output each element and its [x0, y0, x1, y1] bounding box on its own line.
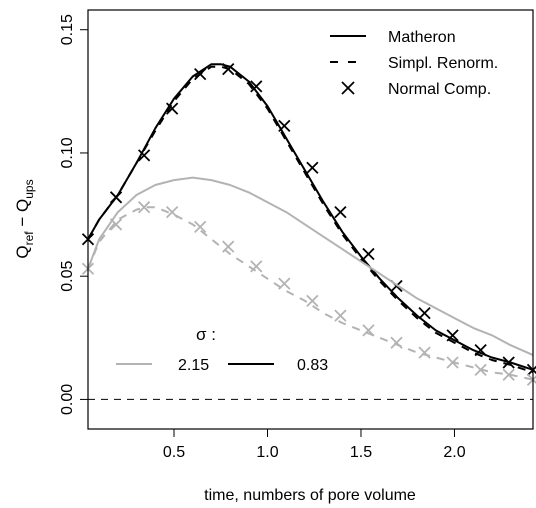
- series-normal-comp-2-15-point-7: [278, 277, 291, 290]
- x-tick-label-0: 0.5: [163, 444, 185, 461]
- x-axis: 0.5 1.0 1.5 2.0: [163, 429, 466, 461]
- series-normal-comp-0-83-point-4: [194, 67, 207, 81]
- series-normal-comp-2-15-point-7-stroke-b: [278, 277, 291, 290]
- series-normal-comp-2-15-point-6: [250, 260, 263, 273]
- series-normal-comp-2-15-point-10: [362, 324, 375, 337]
- legend-normal-comp-label: Normal Comp.: [388, 81, 491, 98]
- series-normal-comp-0-83-point-4-stroke-b: [194, 67, 207, 81]
- series-normal-comp-0-83-point-12-stroke-b: [418, 307, 431, 320]
- series-normal-comp-0-83-point-7-stroke-b: [278, 119, 291, 132]
- series-normal-comp-0-83-point-5: [222, 63, 235, 76]
- series-normal-comp-2-15-point-6-stroke-b: [250, 260, 263, 273]
- method-legend: Matheron Simpl. Renorm. Normal Comp.: [330, 29, 498, 98]
- y-tick-label-0: 0.00: [59, 384, 76, 415]
- series-normal-comp-2-15-point-4: [194, 220, 207, 234]
- series-normal-comp-2-15-point-8: [306, 294, 319, 307]
- sigma-legend-label-2-15: 2.15: [178, 357, 209, 374]
- x-tick-label-3: 2.0: [443, 444, 465, 461]
- series-normal-comp-0-83-point-15-stroke-b: [502, 356, 515, 369]
- series-matheron-0-83-line: [87, 63, 534, 371]
- series-normal-comp-0-83-point-10: [362, 247, 375, 261]
- series-normal-comp-2-15-point-2-stroke-b: [137, 201, 151, 214]
- series-normal-comp-2-15-point-5: [222, 240, 235, 253]
- y-axis: 0.00 0.05 0.10 0.15: [59, 14, 88, 415]
- y-tick-label-3: 0.15: [59, 14, 76, 45]
- series-matheron-2-15-line: [87, 176, 534, 357]
- series-normal-comp-2-15-point-13: [446, 356, 459, 369]
- x-tick-label-1: 1.0: [256, 444, 278, 461]
- series-normal-comp-0-83-point-9: [334, 205, 347, 219]
- series-normal-comp-0-83-point-12: [418, 307, 431, 320]
- series-normal-comp-2-15-point-12-stroke-b: [418, 346, 431, 359]
- series-normal-comp-2-15-point-14-stroke-b: [474, 363, 487, 376]
- series-simpl-renorm-0-83-line: [87, 65, 534, 374]
- series-normal-comp-2-15-point-8-stroke-b: [306, 294, 319, 307]
- series-normal-comp-0-83-point-3-stroke-b: [166, 102, 179, 115]
- series-layer: [81, 63, 536, 386]
- series-normal-comp-2-15-point-12: [418, 346, 431, 359]
- series-normal-comp-0-83-point-11-stroke-b: [390, 279, 403, 293]
- series-normal-comp-0-83-point-15: [502, 356, 515, 369]
- series-normal-comp-0-83-point-14: [474, 343, 487, 357]
- series-normal-comp-2-15-point-11-stroke-b: [390, 336, 403, 349]
- y-tick-label-2: 0.10: [59, 137, 76, 168]
- series-normal-comp-2-15-point-9-stroke-b: [334, 309, 347, 322]
- series-normal-comp-2-15-point-5-stroke-b: [222, 240, 235, 253]
- series-normal-comp-0-83-point-8: [306, 161, 319, 174]
- series-normal-comp-0-83-point-7: [278, 119, 291, 132]
- sigma-legend-title: σ :: [196, 325, 216, 344]
- legend-matheron-label: Matheron: [388, 29, 456, 46]
- series-normal-comp-0-83-point-10-stroke-b: [362, 247, 375, 261]
- series-normal-comp-0-83-point-6: [250, 80, 263, 93]
- series-normal-comp-2-15-point-13-stroke-b: [446, 356, 459, 369]
- plot-frame: [87, 9, 534, 430]
- sigma-legend: σ : 2.15 0.83: [116, 325, 328, 374]
- series-normal-comp-0-83-point-2: [137, 149, 151, 162]
- series-normal-comp-0-83-point-14-stroke-b: [474, 343, 487, 357]
- y-axis-label: Qref − Qups: [13, 179, 36, 258]
- series-normal-comp-2-15-point-3: [166, 205, 179, 219]
- series-normal-comp-2-15-point-4-stroke-b: [194, 220, 207, 234]
- sigma-legend-label-0-83: 0.83: [297, 357, 328, 374]
- series-normal-comp-0-83-point-1: [109, 191, 123, 204]
- series-normal-comp-0-83-point-1-stroke-b: [109, 191, 123, 204]
- series-normal-comp-0-83-point-5-stroke-b: [222, 63, 235, 76]
- x-tick-label-2: 1.5: [350, 444, 372, 461]
- series-normal-comp-0-83: [81, 63, 536, 376]
- series-normal-comp-2-15-point-2: [137, 201, 151, 214]
- series-normal-comp-0-83-point-3: [166, 102, 179, 115]
- legend-normal-comp-swatch: [341, 81, 355, 95]
- series-normal-comp-2-15-point-9: [334, 309, 347, 322]
- series-normal-comp-2-15-point-1: [109, 218, 123, 231]
- series-normal-comp-2-15-point-1-stroke-b: [109, 218, 123, 231]
- y-tick-label-1: 0.05: [59, 261, 76, 292]
- series-normal-comp-0-83-point-2-stroke-b: [137, 149, 151, 162]
- series-normal-comp-2-15-point-15-stroke-b: [502, 368, 515, 381]
- series-normal-comp-2-15-point-10-stroke-b: [362, 324, 375, 337]
- series-normal-comp-2-15-point-15: [502, 368, 515, 381]
- x-axis-label: time, numbers of pore volume: [204, 487, 416, 504]
- series-normal-comp-2-15-point-3-stroke-b: [166, 205, 179, 219]
- series-normal-comp-2-15-point-14: [474, 363, 487, 376]
- series-normal-comp-0-83-point-6-stroke-b: [250, 80, 263, 93]
- series-simpl-renorm-2-15-line: [87, 206, 534, 381]
- series-normal-comp-0-83-point-13-stroke-b: [446, 329, 459, 342]
- series-normal-comp-0-83-point-8-stroke-b: [306, 161, 319, 174]
- legend-simpl-renorm-label: Simpl. Renorm.: [388, 55, 498, 72]
- series-normal-comp-0-83-point-9-stroke-b: [334, 205, 347, 219]
- series-normal-comp-2-15-point-11: [390, 336, 403, 349]
- series-normal-comp-0-83-point-16: [526, 363, 536, 376]
- series-normal-comp-0-83-point-13: [446, 329, 459, 342]
